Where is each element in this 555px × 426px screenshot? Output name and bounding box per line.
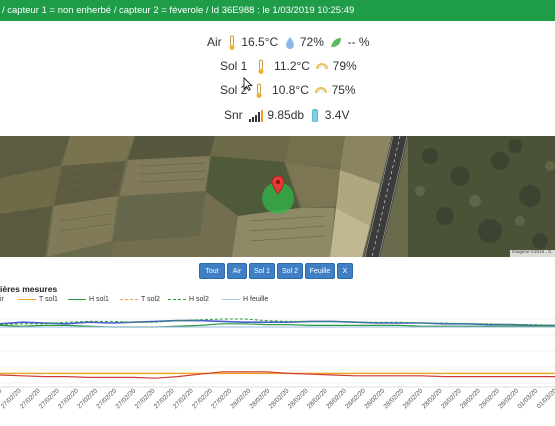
sol1-label: Sol 1 [220, 59, 248, 73]
battery-icon [312, 109, 319, 123]
legend-swatch [18, 298, 36, 300]
filter-air-button[interactable]: Air [227, 263, 247, 279]
legend-item[interactable]: T sol1 [18, 295, 58, 305]
air-leaf: -- % [347, 35, 370, 49]
soil-humidity-icon [316, 62, 329, 69]
filter-feuille-button[interactable]: Feuille [305, 263, 335, 279]
header-text: / capteur 1 = non enherbé / capteur 2 = … [2, 5, 355, 16]
legend-label: ir [0, 296, 4, 303]
leaf-icon [331, 37, 342, 48]
map-marker-icon[interactable] [271, 175, 285, 195]
sol1-humidity: 79% [332, 59, 357, 73]
legend-label: T sol1 [39, 296, 58, 303]
legend-label: H sol2 [189, 296, 209, 303]
sensor-row-air: Air 16.5°C 72% -- % [207, 32, 370, 52]
legend-swatch [168, 298, 186, 300]
legend-label: H sol1 [89, 296, 109, 303]
legend-swatch [68, 298, 86, 300]
history-chart-svg: 27/02/2027/02/2027/02/2027/02/2027/02/20… [0, 318, 555, 410]
chart-title: ières mesures [0, 284, 58, 294]
thermometer-icon [256, 83, 262, 98]
sol2-label: Sol 2 [220, 83, 248, 97]
header-bar: / capteur 1 = non enherbé / capteur 2 = … [0, 0, 555, 21]
sensor-panel: Air 16.5°C 72% -- % Sol 1 11.2°C 79% Sol… [0, 24, 555, 134]
sensor-row-sol2: Sol 2 10.8°C 75% [220, 80, 356, 100]
filter-close-button[interactable]: X [337, 263, 353, 279]
mouse-cursor-icon [243, 77, 253, 91]
snr-signal: 9.85db [267, 108, 305, 122]
legend-swatch [222, 298, 240, 300]
legend-label: H feuille [243, 296, 269, 303]
filter-sol2-button[interactable]: Sol 2 [277, 263, 303, 279]
air-temp: 16.5°C [241, 35, 279, 49]
sensor-row-sol1: Sol 1 11.2°C 79% [220, 56, 357, 76]
series-line [0, 318, 555, 326]
legend-swatch [120, 298, 138, 300]
sol2-temp: 10.8°C [272, 83, 309, 97]
sol2-humidity: 75% [331, 83, 356, 97]
water-drop-icon [285, 36, 294, 49]
filter-sol1-button[interactable]: Sol 1 [249, 263, 275, 279]
air-label: Air [207, 35, 222, 49]
legend-item[interactable]: T sol2 [120, 295, 160, 305]
soil-humidity-icon [315, 86, 328, 93]
x-tick-label: 01/03/20 [536, 387, 555, 410]
thermometer-icon [258, 59, 264, 74]
legend-item[interactable]: H sol2 [168, 295, 209, 305]
sensor-row-snr: Snr 9.85db 3.4V [224, 105, 349, 125]
filter-tout-button[interactable]: Tout [199, 263, 225, 279]
air-humidity: 72% [299, 35, 324, 49]
legend-item[interactable]: ir [0, 295, 4, 305]
satellite-map[interactable]: Imagerie ©2019 , G [0, 136, 555, 257]
snr-battery: 3.4V [324, 108, 350, 122]
history-chart: 27/02/20 27/02/20 27/02/20 27/02/20 27/02/20… [0, 307, 555, 426]
series-line [0, 371, 555, 379]
legend-item[interactable]: H feuille [222, 295, 268, 305]
legend-label: T sol2 [141, 296, 160, 303]
signal-bars-icon [249, 109, 264, 122]
map-attribution: Imagerie ©2019 , G [512, 249, 552, 254]
snr-label: Snr [224, 108, 243, 122]
sol1-temp: 11.2°C [274, 59, 310, 73]
legend-item[interactable]: H sol1 [68, 295, 109, 305]
series-line [0, 323, 555, 328]
thermometer-icon [229, 35, 235, 50]
